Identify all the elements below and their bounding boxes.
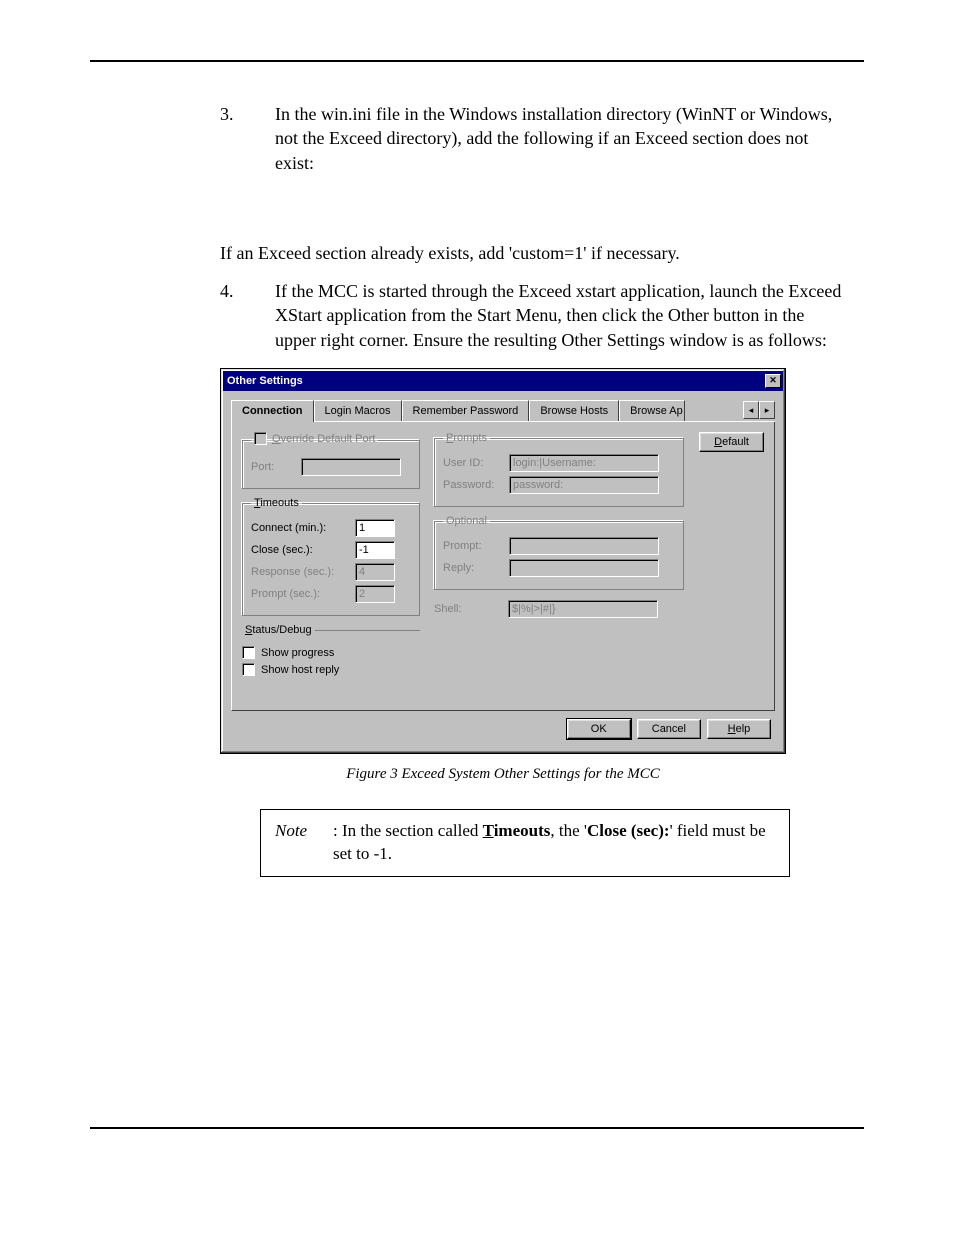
- optional-group: Optional Prompt: Reply:: [434, 515, 684, 590]
- optional-prompt-label: Prompt:: [443, 540, 503, 552]
- step-4-text: If the MCC is started through the Exceed…: [275, 279, 844, 352]
- reply-label: Reply:: [443, 562, 503, 574]
- shell-input[interactable]: [508, 600, 658, 618]
- password-label: Password:: [443, 479, 503, 491]
- bottom-rule: [90, 1127, 864, 1129]
- step-4-number: 4.: [220, 279, 275, 352]
- step-4: 4. If the MCC is started through the Exc…: [220, 279, 844, 352]
- tab-remember-password[interactable]: Remember Password: [402, 400, 530, 421]
- prompts-group: Prompts User ID: Password:: [434, 432, 684, 507]
- show-host-reply-label: Show host reply: [261, 664, 339, 676]
- tab-browse-app[interactable]: Browse Ap: [619, 400, 685, 421]
- override-legend: Override Default Port: [251, 432, 378, 448]
- show-progress-label: Show progress: [261, 647, 334, 659]
- reply-input[interactable]: [509, 559, 659, 577]
- tab-connection[interactable]: Connection: [231, 400, 314, 422]
- top-rule: [90, 60, 864, 62]
- step-3-text: In the win.ini file in the Windows insta…: [275, 102, 844, 175]
- show-progress-checkbox[interactable]: [242, 646, 255, 659]
- status-legend: Status/Debug: [242, 624, 315, 636]
- prompt-sec-label: Prompt (sec.):: [251, 588, 349, 600]
- override-checkbox[interactable]: [254, 432, 267, 445]
- step-3: 3. In the win.ini file in the Windows in…: [220, 102, 844, 175]
- response-input[interactable]: [355, 563, 395, 581]
- note-content: : In the section called Timeouts, the 'C…: [333, 820, 775, 866]
- tab-browse-hosts[interactable]: Browse Hosts: [529, 400, 619, 421]
- cancel-button[interactable]: Cancel: [637, 719, 701, 739]
- password-input[interactable]: [509, 476, 659, 494]
- shell-label: Shell:: [434, 603, 502, 615]
- figure-caption: Figure 3 Exceed System Other Settings fo…: [220, 766, 786, 783]
- note-label: Note: [275, 820, 333, 866]
- userid-label: User ID:: [443, 457, 503, 469]
- tab-scroll-left-icon[interactable]: ◂: [743, 401, 759, 419]
- dialog-title: Other Settings: [227, 375, 303, 387]
- userid-input[interactable]: [509, 454, 659, 472]
- note-box: Note : In the section called Timeouts, t…: [260, 809, 790, 877]
- port-label: Port:: [251, 461, 295, 473]
- timeouts-group: Timeouts Connect (min.): Close (sec.):: [242, 497, 420, 616]
- tab-scroll-right-icon[interactable]: ▸: [759, 401, 775, 419]
- ok-button[interactable]: OK: [567, 719, 631, 739]
- other-settings-dialog: Other Settings ✕ Connection Login Macros…: [220, 368, 786, 754]
- prompt-sec-input[interactable]: [355, 585, 395, 603]
- prompts-legend: Prompts: [443, 432, 490, 444]
- port-input[interactable]: [301, 458, 401, 476]
- connect-input[interactable]: [355, 519, 395, 537]
- optional-legend: Optional: [443, 515, 490, 527]
- optional-prompt-input[interactable]: [509, 537, 659, 555]
- timeouts-legend: Timeouts: [251, 497, 302, 509]
- between-paragraph: If an Exceed section already exists, add…: [220, 241, 844, 265]
- connect-label: Connect (min.):: [251, 522, 349, 534]
- close-label: Close (sec.):: [251, 544, 349, 556]
- show-host-reply-checkbox[interactable]: [242, 663, 255, 676]
- step-3-number: 3.: [220, 102, 275, 175]
- close-icon[interactable]: ✕: [765, 374, 781, 388]
- tab-strip: Connection Login Macros Remember Passwor…: [231, 399, 775, 422]
- help-button[interactable]: Help: [707, 719, 771, 739]
- status-debug-group: Status/Debug Show progress Show host rep…: [242, 624, 420, 688]
- override-default-port-group: Override Default Port Port:: [242, 432, 420, 489]
- default-button[interactable]: Default: [699, 432, 764, 452]
- tab-login-macros[interactable]: Login Macros: [314, 400, 402, 421]
- close-input[interactable]: [355, 541, 395, 559]
- titlebar: Other Settings ✕: [223, 371, 783, 391]
- response-label: Response (sec.):: [251, 566, 349, 578]
